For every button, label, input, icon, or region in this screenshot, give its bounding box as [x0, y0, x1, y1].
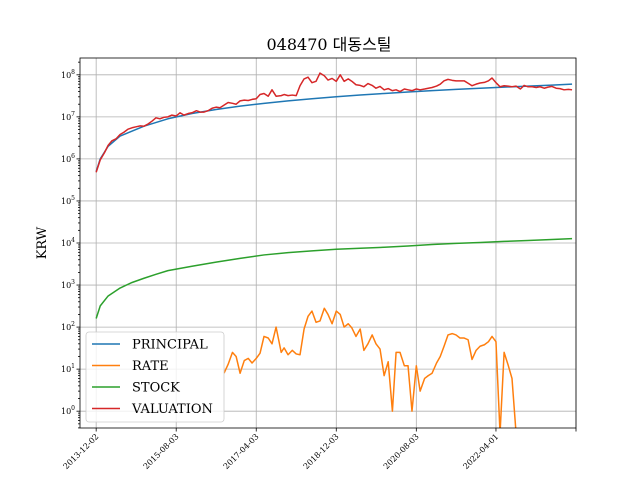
y-tick-label: 101	[61, 363, 75, 374]
y-tick-exponent: 2	[71, 321, 75, 328]
y-tick-label: 105	[61, 195, 75, 206]
y-tick-label: 104	[61, 237, 75, 248]
y-tick-base: 10	[61, 71, 71, 80]
y-tick-exponent: 8	[71, 69, 75, 76]
y-tick-exponent: 6	[71, 153, 75, 160]
y-tick-base: 10	[61, 239, 71, 248]
y-tick-base: 10	[61, 281, 71, 290]
y-axis-label: KRW	[35, 226, 50, 259]
plot-area	[95, 72, 573, 428]
y-tick-exponent: 7	[71, 111, 75, 118]
y-tick-exponent: 1	[71, 363, 75, 370]
legend: PRINCIPAL RATE STOCK VALUATION	[85, 331, 225, 423]
y-tick-label: 108	[61, 69, 75, 80]
series-group	[95, 72, 573, 428]
y-tick-exponent: 0	[71, 405, 75, 412]
y-tick-exponent: 5	[71, 195, 75, 202]
y-tick-base: 10	[61, 113, 71, 122]
y-tick-base: 10	[61, 365, 71, 374]
y-tick-exponent: 3	[71, 279, 75, 286]
legend-label: PRINCIPAL	[132, 338, 208, 353]
legend-label: STOCK	[132, 381, 180, 396]
y-tick-base: 10	[61, 323, 71, 332]
y-tick-label: 103	[61, 279, 75, 290]
y-tick-label: 102	[61, 321, 75, 332]
series-line-rate	[223, 307, 517, 428]
y-tick-exponent: 4	[71, 237, 75, 244]
y-tick-label: 107	[61, 111, 75, 122]
legend-label: VALUATION	[131, 402, 213, 417]
series-line-principal	[95, 83, 573, 172]
y-tick-label: 106	[61, 153, 75, 164]
y-tick-label: 100	[61, 405, 75, 416]
legend-label: RATE	[132, 359, 169, 374]
y-tick-base: 10	[61, 407, 71, 416]
y-tick-base: 10	[61, 197, 71, 206]
series-line-stock	[95, 237, 573, 319]
legend-box	[85, 331, 225, 423]
series-line-valuation	[95, 72, 573, 173]
y-tick-base: 10	[61, 155, 71, 164]
chart-title: 048470 대동스틸	[266, 35, 391, 54]
